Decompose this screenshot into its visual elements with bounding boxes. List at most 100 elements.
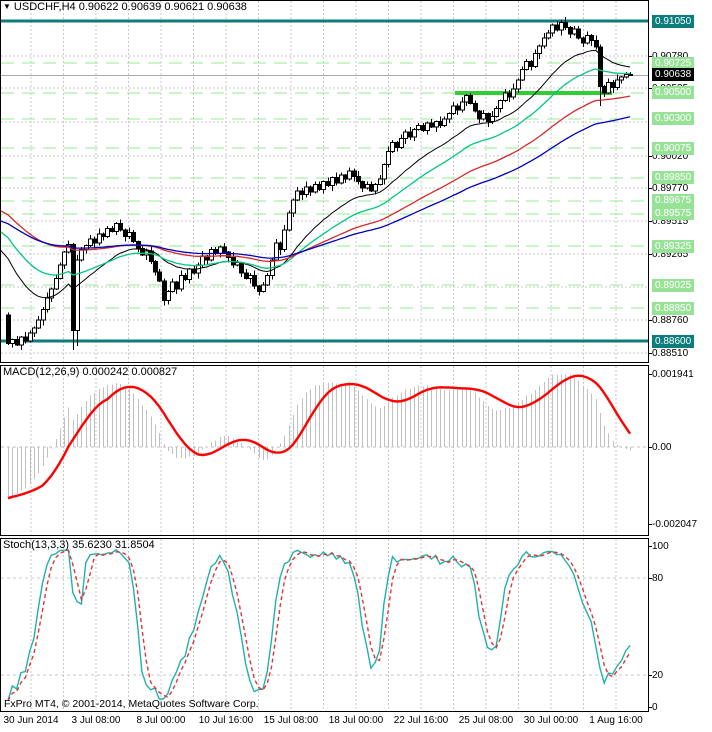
candle[interactable]	[274, 242, 279, 261]
candle[interactable]	[334, 177, 339, 184]
candle[interactable]	[226, 251, 231, 258]
candle[interactable]	[455, 105, 460, 111]
candle[interactable]	[606, 81, 611, 94]
candle[interactable]	[149, 250, 154, 262]
candle[interactable]	[127, 232, 132, 238]
candle[interactable]	[54, 277, 59, 290]
candle[interactable]	[365, 183, 370, 189]
candle[interactable]	[313, 183, 318, 193]
candle[interactable]	[533, 53, 538, 68]
candle[interactable]	[317, 183, 322, 190]
candle[interactable]	[589, 34, 594, 42]
candle[interactable]	[563, 21, 568, 29]
candles-layer[interactable]	[6, 17, 633, 351]
ma-black[interactable]	[0, 49, 631, 299]
candle[interactable]	[524, 60, 529, 70]
candle[interactable]	[572, 28, 577, 35]
candle[interactable]	[529, 60, 534, 68]
candle[interactable]	[520, 68, 525, 81]
candle[interactable]	[581, 37, 586, 44]
candle[interactable]	[88, 238, 93, 247]
candle[interactable]	[546, 32, 551, 39]
candle[interactable]	[447, 113, 452, 120]
candle[interactable]	[101, 233, 106, 238]
candle[interactable]	[75, 259, 80, 332]
candle[interactable]	[200, 255, 205, 266]
candle[interactable]	[36, 319, 41, 329]
candle[interactable]	[248, 275, 253, 279]
candle[interactable]	[395, 141, 400, 149]
candle[interactable]	[166, 290, 171, 302]
candle[interactable]	[347, 170, 352, 180]
candle[interactable]	[28, 332, 33, 342]
candle[interactable]	[162, 280, 167, 302]
candle[interactable]	[58, 264, 63, 279]
candle[interactable]	[576, 28, 581, 39]
candle[interactable]	[624, 74, 629, 78]
candle[interactable]	[416, 124, 421, 130]
candle[interactable]	[421, 124, 426, 132]
candle[interactable]	[257, 285, 262, 292]
candle[interactable]	[511, 88, 516, 98]
candle[interactable]	[110, 228, 115, 232]
candle[interactable]	[304, 186, 309, 196]
candle[interactable]	[330, 177, 335, 187]
candle[interactable]	[15, 339, 20, 346]
candle[interactable]	[291, 199, 296, 214]
candle[interactable]	[131, 232, 136, 243]
candle[interactable]	[386, 151, 391, 166]
candle[interactable]	[295, 190, 300, 201]
candle[interactable]	[265, 275, 270, 286]
candle[interactable]	[343, 174, 348, 180]
candle[interactable]	[451, 105, 456, 115]
candle[interactable]	[559, 21, 564, 31]
candle[interactable]	[339, 174, 344, 184]
candle[interactable]	[486, 113, 491, 123]
candle[interactable]	[594, 40, 599, 48]
candle[interactable]	[434, 121, 439, 128]
candle[interactable]	[585, 34, 590, 44]
candle[interactable]	[481, 113, 486, 120]
candle[interactable]	[192, 268, 197, 274]
candle[interactable]	[542, 37, 547, 47]
candle[interactable]	[507, 92, 512, 98]
candle[interactable]	[123, 229, 128, 238]
candle[interactable]	[32, 327, 37, 334]
candle[interactable]	[568, 27, 573, 35]
ma-spring[interactable]	[0, 68, 631, 276]
candle[interactable]	[278, 242, 283, 251]
macd-pane[interactable]: MACD(12,26,9) 0.000242 0.000827	[0, 365, 649, 536]
candle[interactable]	[287, 212, 292, 231]
main-chart-pane[interactable]: ▼ USDCHF,H4 0.90622 0.90639 0.90621 0.906…	[0, 0, 649, 363]
candle[interactable]	[239, 262, 244, 274]
candle[interactable]	[183, 275, 188, 281]
candle[interactable]	[399, 138, 404, 149]
candle[interactable]	[473, 102, 478, 112]
candle[interactable]	[390, 141, 395, 153]
candle[interactable]	[326, 181, 331, 187]
ma-blue[interactable]	[0, 116, 631, 259]
candle[interactable]	[602, 85, 607, 94]
candle[interactable]	[62, 251, 67, 266]
candle[interactable]	[408, 131, 413, 138]
candle[interactable]	[170, 281, 175, 292]
candle[interactable]	[550, 24, 555, 34]
candle[interactable]	[300, 190, 305, 196]
candle[interactable]	[352, 170, 357, 177]
candle[interactable]	[114, 222, 119, 232]
moving-average-lines[interactable]	[0, 49, 631, 299]
candle[interactable]	[516, 79, 521, 90]
candle[interactable]	[369, 183, 374, 192]
candle[interactable]	[252, 275, 257, 287]
candle[interactable]	[498, 100, 503, 110]
candle[interactable]	[92, 238, 97, 244]
candle[interactable]	[425, 122, 430, 132]
candle[interactable]	[598, 46, 603, 87]
candle[interactable]	[308, 186, 313, 193]
candle[interactable]	[97, 233, 102, 244]
macd-canvas[interactable]	[0, 365, 649, 536]
price-axis[interactable]: 0.907800.905350.900200.897700.895150.892…	[648, 0, 712, 732]
candle[interactable]	[442, 118, 447, 126]
candle[interactable]	[179, 275, 184, 290]
candle[interactable]	[6, 314, 11, 345]
